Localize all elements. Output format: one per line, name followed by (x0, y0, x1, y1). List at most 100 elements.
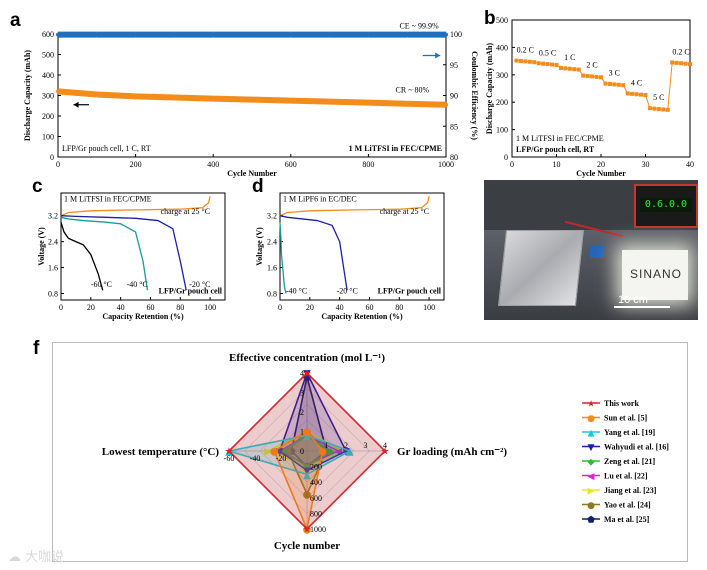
radar-series-area (227, 371, 387, 531)
capacity-point-a (444, 102, 448, 107)
temp-label-c-40: -40 °C (127, 280, 148, 289)
y-tick-label-d: 1.6 (267, 264, 277, 273)
radar-tick-top: 3 (300, 389, 304, 398)
radar-tick-right: 4 (383, 441, 387, 450)
electrolyte-annotation-a: 1 M LiTFSI in FEC/CPME (349, 144, 442, 153)
radar-series-marker: ● (303, 525, 312, 536)
radar-tick-top: 2 (300, 408, 304, 417)
capacity-point-a (172, 95, 177, 100)
radar-series-marker: ▼ (276, 447, 284, 458)
capacity-band-a (407, 100, 447, 108)
legend-label: Yao et al. [24] (604, 501, 651, 510)
x-tick-label-d: 100 (423, 303, 435, 312)
rate-label-b: 0.2 C (672, 47, 689, 56)
x-tick-label-c: 40 (117, 303, 125, 312)
radar-series-marker: ◀ (334, 447, 342, 458)
x-tick-label-a: 800 (362, 160, 374, 169)
capacity-band-a (251, 96, 291, 104)
radar-tick-left: -60 (224, 454, 235, 463)
ce-point-a (405, 32, 410, 37)
ce-point-a (211, 32, 216, 37)
cell-annotation-b: LFP/Gr pouch cell, RT (516, 145, 595, 154)
radar-series-marker: ▼ (342, 447, 350, 458)
radar-series-marker: ◆ (280, 447, 288, 458)
y-axis-label-d: Voltage (V) (255, 227, 264, 266)
radar-series-marker: ★ (381, 447, 390, 458)
y-tick-label-b: 300 (496, 71, 508, 80)
y-tick-label-b: 200 (496, 98, 508, 107)
ce-point-a (56, 32, 60, 37)
ce-point-a (288, 32, 293, 37)
x-tick-label-b: 0 (510, 160, 514, 169)
legend-label: Ma et al. [25] (604, 515, 650, 524)
radar-series-marker: ● (283, 447, 292, 458)
rate-label-b: 2 C (586, 61, 597, 70)
capacity-point-a (250, 97, 254, 102)
ce-point-a (366, 32, 371, 37)
y-axis-label-a: Discharge Capacity (mAh) (23, 50, 32, 141)
capacity-band-a (96, 91, 136, 100)
radar-series-marker: ▶ (303, 462, 311, 473)
x-tick-label-d: 80 (395, 303, 403, 312)
x-tick-label-b: 30 (642, 160, 650, 169)
cr-annotation-a: CR ~ 80% (396, 86, 430, 95)
legend-marker: ★ (587, 400, 595, 410)
radar-axis-title-top: Effective concentration (mol L⁻¹) (229, 352, 385, 364)
panel-letter-b: b (484, 8, 496, 29)
radar-series-marker: ⬟ (287, 447, 296, 458)
y2-tick-label-a: 90 (450, 92, 458, 101)
ce-point-a (94, 32, 99, 37)
radar-series-marker: ● (318, 447, 327, 458)
y2-tick-label-a: 85 (450, 122, 458, 131)
y-tick-label-a: 300 (42, 92, 54, 101)
radar-series-marker: ● (270, 447, 279, 458)
y-tick-label-d: 2.4 (267, 238, 277, 247)
electrolyte-annotation-c: 1 M LiTFSI in FEC/CPME (64, 195, 152, 204)
rate-point-b (688, 62, 692, 67)
y-axis-label-c: Voltage (V) (37, 227, 46, 266)
plot-frame-d (279, 192, 445, 301)
capacity-point-a (405, 101, 410, 106)
x-tick-label-c: 80 (176, 303, 184, 312)
meter-display: 0.6.0.0 (634, 184, 698, 228)
y2-tick-label-a: 95 (450, 61, 458, 70)
controller-board (590, 246, 604, 258)
rate-label-b: 4 C (631, 78, 642, 87)
voltage-curve-c (60, 221, 104, 291)
y2-tick-label-a: 80 (450, 153, 458, 162)
radar-series-marker: ▲ (303, 470, 311, 481)
meter-reading: 0.6.0.0 (640, 198, 692, 212)
y-tick-label-a: 400 (42, 71, 54, 80)
y-tick-label-a: 500 (42, 51, 54, 60)
radar-tick-right: 3 (364, 441, 368, 450)
legend-marker: ◆ (588, 458, 595, 468)
legend-marker: ▼ (588, 443, 595, 453)
capacity-point-a (94, 92, 99, 97)
x-axis-label-d: Capacity Retention (%) (321, 312, 403, 321)
legend-label: Zeng et al. [21] (604, 457, 655, 466)
radar-tick-bottom: 800 (310, 509, 322, 518)
radar-series-marker: ★ (303, 525, 312, 536)
radar-tick-left: -20 (276, 454, 287, 463)
radar-series-marker: ● (303, 427, 312, 438)
radar-series-marker: ▼ (303, 466, 311, 477)
plot-frame-c (60, 192, 226, 301)
scale-label: 10 cm (618, 294, 648, 306)
radar-series-marker: ⬟ (303, 462, 312, 473)
voltage-curve-c (60, 215, 187, 291)
voltage-curve-c (60, 216, 149, 291)
x-tick-label-a: 1000 (438, 160, 454, 169)
x-tick-label-d: 60 (365, 303, 373, 312)
ce-annotation-a: CE ~ 99.9% (399, 22, 439, 31)
cell-annotation-a: LFP/Gr pouch cell, 1 C, RT (62, 144, 151, 153)
legend-label: Sun et al. [5] (604, 414, 647, 423)
panel-letter-f: f (33, 338, 40, 359)
legend-marker: ▲ (588, 429, 595, 439)
legend-label: This work (604, 399, 639, 408)
y-tick-label-a: 100 (42, 133, 54, 142)
x-tick-label-a: 200 (130, 160, 142, 169)
ce-point-a (250, 32, 254, 37)
rate-label-b: 0.2 C (517, 46, 534, 55)
legend-marker: ● (587, 501, 595, 511)
temp-label-d-20: -20 °C (337, 287, 358, 296)
